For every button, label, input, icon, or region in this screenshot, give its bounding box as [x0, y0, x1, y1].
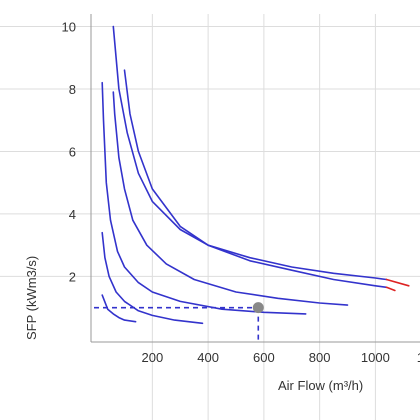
y-tick-label: 6 [69, 144, 76, 159]
y-axis-title: SFP (kWm3/s) [24, 256, 39, 340]
x-tick-label: 800 [309, 350, 331, 365]
tick-labels: 200 400 600 800 1000 1200 2 4 6 8 10 [62, 19, 420, 365]
axes [90, 14, 420, 343]
x-tick-label: 600 [253, 350, 275, 365]
overload-segment [385, 286, 396, 292]
y-tick-label: 2 [69, 269, 76, 284]
fan-curve [112, 91, 349, 306]
x-tick-label: 200 [141, 350, 163, 365]
x-tick-label: 400 [197, 350, 219, 365]
fan-curve [123, 69, 388, 289]
operating-point-marker [252, 302, 264, 314]
y-tick-label: 10 [62, 19, 76, 34]
fan-curve [101, 231, 204, 325]
x-tick-label: 1200 [417, 350, 420, 365]
overload-segment [385, 278, 410, 287]
grid-lines [0, 14, 420, 420]
fan-curve [112, 25, 388, 281]
operating-point-guides [94, 302, 264, 342]
fan-curves [101, 25, 410, 325]
x-axis-title: Air Flow (m³/h) [278, 378, 363, 393]
fan-curve [101, 81, 307, 315]
y-tick-label: 4 [69, 207, 76, 222]
y-tick-label: 8 [69, 82, 76, 97]
x-tick-label: 1000 [361, 350, 390, 365]
